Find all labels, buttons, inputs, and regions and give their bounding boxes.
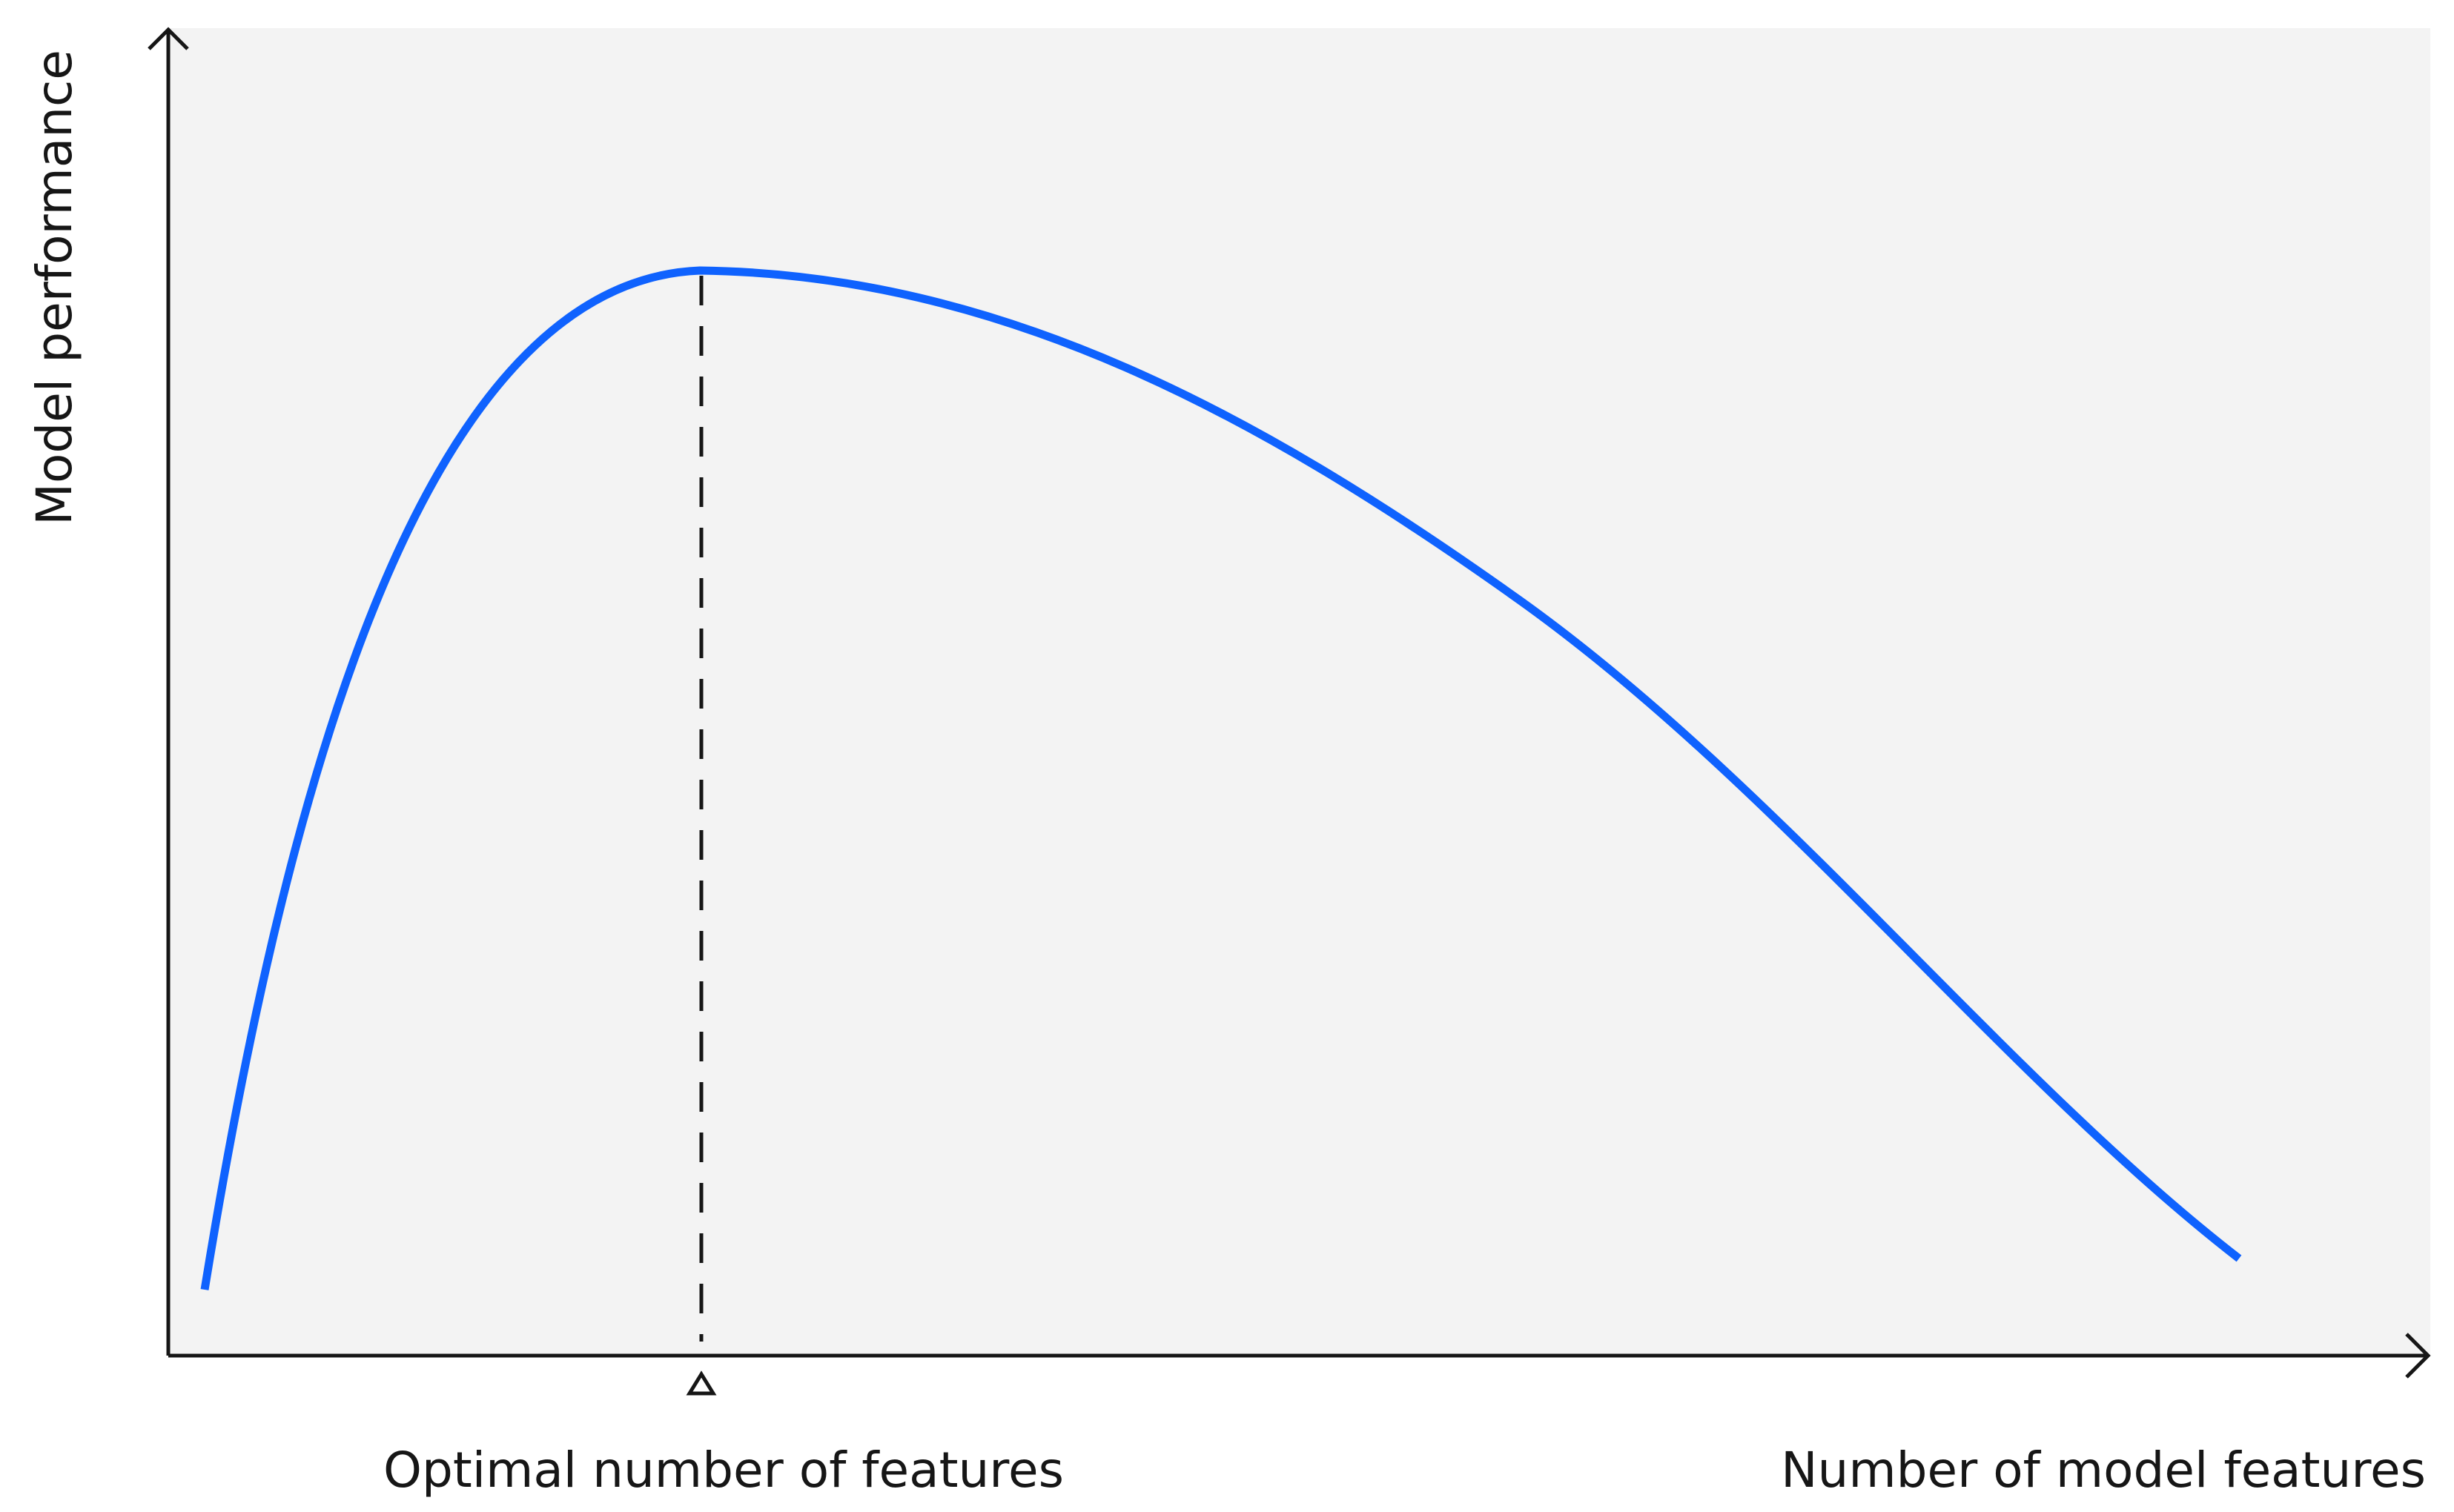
axes — [148, 27, 2431, 1379]
x-axis-arrow — [2405, 1333, 2431, 1379]
optimal-marker — [686, 1370, 717, 1396]
plot-background — [168, 28, 2430, 1356]
performance-curve — [200, 266, 2242, 1290]
y-axis-arrow — [148, 27, 189, 50]
y-axis-label: Model performance — [26, 50, 83, 525]
x-axis-label: Number of model features — [1781, 1442, 2426, 1499]
marker-label: Optimal number of features — [383, 1442, 1064, 1499]
